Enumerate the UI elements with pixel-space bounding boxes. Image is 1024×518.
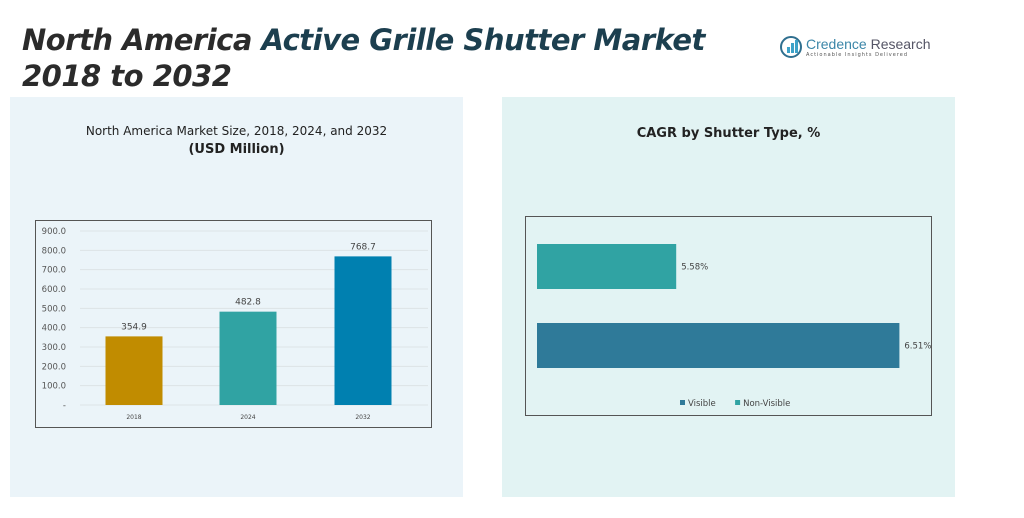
chart-subtitle: (USD Million) — [188, 142, 285, 157]
y-tick-label: 500.0 — [42, 304, 66, 314]
legend-item: Non-Visible — [743, 399, 790, 409]
data-label: 482.8 — [235, 298, 261, 308]
y-tick-label: 800.0 — [42, 246, 66, 256]
bar-2018 — [105, 336, 163, 405]
x-tick-label: 2024 — [240, 414, 255, 421]
logo-tagline: Actionable Insights Delivered — [806, 52, 909, 58]
y-tick-label: 600.0 — [42, 285, 66, 295]
cagr-panel: CAGR by Shutter Type, % 5.58% 6.51% Visibl… — [502, 97, 955, 497]
title-highlight: Active Grille Shutter Market — [261, 23, 706, 57]
x-tick-label: 2032 — [355, 414, 370, 421]
logo: Credence Research Actionable Insights De… — [780, 36, 931, 58]
title-part: North America — [22, 23, 262, 57]
cagr-chart: 5.58% 6.51% Visible Non-Visible — [537, 244, 931, 409]
data-label: 5.58% — [681, 263, 708, 273]
y-tick-label: 900.0 — [42, 227, 66, 237]
market-size-chart: - 100.0 200.0 300.0 400.0 500.0 600.0 700.0 800.… — [42, 227, 428, 421]
title-part: 2018 to 2032 — [22, 59, 232, 93]
legend-item: Visible — [688, 399, 716, 409]
bar-non-visible — [537, 244, 677, 289]
data-label: 768.7 — [350, 242, 376, 252]
chart-title: North America Market Size, 2018, 2024, a… — [85, 124, 388, 138]
bar-visible — [537, 323, 900, 368]
y-tick-label: 400.0 — [42, 324, 66, 334]
logo-icon — [780, 36, 802, 58]
market-size-panel: North America Market Size, 2018, 2024, a… — [10, 97, 463, 497]
logo-name: Credence — [806, 36, 867, 52]
page-title: North America Active Grille Shutter Mark… — [22, 22, 762, 94]
x-tick-label: 2018 — [126, 414, 141, 421]
data-label: 354.9 — [121, 322, 147, 332]
y-tick-label: 100.0 — [42, 382, 66, 392]
logo-name2: Research — [866, 36, 931, 52]
legend-swatch — [680, 400, 685, 405]
data-label: 6.51% — [904, 342, 931, 352]
bar-2032 — [334, 256, 392, 405]
bar-2024 — [219, 311, 277, 405]
legend-swatch — [735, 400, 741, 405]
chart-title: CAGR by Shutter Type, % — [636, 126, 821, 141]
y-tick-label: - — [63, 401, 66, 411]
y-tick-label: 300.0 — [42, 343, 66, 353]
y-tick-label: 700.0 — [42, 266, 66, 276]
y-tick-label: 200.0 — [42, 362, 66, 372]
